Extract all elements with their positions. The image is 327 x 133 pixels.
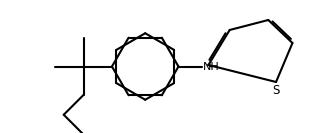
Text: NH: NH	[203, 61, 220, 72]
Text: S: S	[272, 84, 280, 97]
